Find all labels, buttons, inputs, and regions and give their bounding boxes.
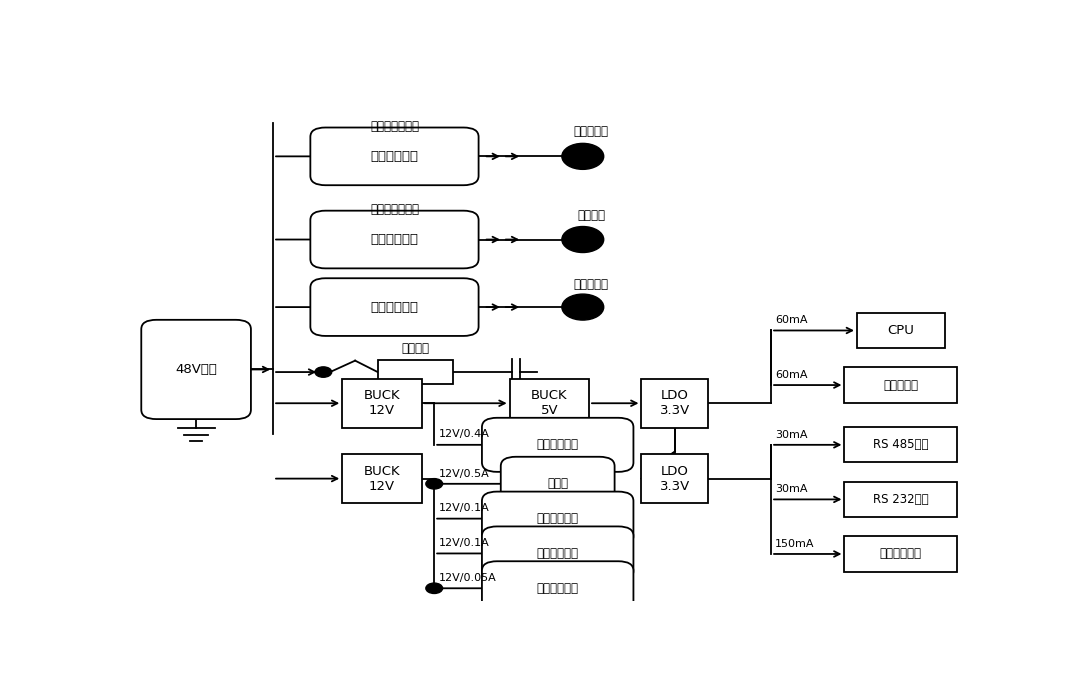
Text: 以太网接口: 以太网接口 bbox=[883, 379, 918, 391]
Text: 12V/0.1A: 12V/0.1A bbox=[438, 504, 489, 514]
Text: BUCK
12V: BUCK 12V bbox=[364, 389, 401, 417]
Circle shape bbox=[562, 227, 604, 252]
Text: RS 232接口: RS 232接口 bbox=[873, 493, 929, 506]
Text: 30mA: 30mA bbox=[775, 484, 808, 494]
Text: LDO
3.3V: LDO 3.3V bbox=[660, 464, 690, 493]
Bar bbox=[342, 454, 421, 504]
FancyBboxPatch shape bbox=[501, 457, 615, 511]
FancyBboxPatch shape bbox=[482, 491, 634, 545]
Text: 60mA: 60mA bbox=[775, 315, 808, 325]
Circle shape bbox=[426, 479, 443, 489]
Text: 泄放电阵: 泄放电阵 bbox=[402, 342, 430, 355]
Circle shape bbox=[315, 367, 332, 377]
Text: 12V/0.1A: 12V/0.1A bbox=[438, 538, 489, 548]
FancyBboxPatch shape bbox=[310, 211, 478, 269]
Text: 融冰装置检测: 融冰装置检测 bbox=[537, 547, 579, 560]
Text: BUCK
12V: BUCK 12V bbox=[364, 464, 401, 493]
Text: 纵向加密装置: 纵向加密装置 bbox=[537, 438, 579, 452]
FancyBboxPatch shape bbox=[310, 278, 478, 336]
Text: RS 485接口: RS 485接口 bbox=[873, 438, 929, 452]
Text: 接地开关检测: 接地开关检测 bbox=[537, 512, 579, 525]
FancyBboxPatch shape bbox=[482, 561, 634, 616]
Text: 融冰装置正反转: 融冰装置正反转 bbox=[370, 203, 419, 216]
Text: 48V电池: 48V电池 bbox=[175, 363, 217, 376]
Text: 接地开关正反转: 接地开关正反转 bbox=[370, 119, 419, 133]
Text: 12V/0.4A: 12V/0.4A bbox=[438, 429, 489, 439]
Text: 闭锁电动机: 闭锁电动机 bbox=[573, 278, 609, 291]
Circle shape bbox=[426, 583, 443, 593]
FancyBboxPatch shape bbox=[141, 320, 251, 419]
Text: 气象数据采集: 气象数据采集 bbox=[537, 582, 579, 595]
Text: 电动机驱动器: 电动机驱动器 bbox=[370, 150, 418, 163]
Text: 12V/0.05A: 12V/0.05A bbox=[438, 573, 496, 583]
Text: BUCK
5V: BUCK 5V bbox=[531, 389, 568, 417]
Text: 12V/0.5A: 12V/0.5A bbox=[438, 468, 489, 479]
Circle shape bbox=[562, 294, 604, 320]
Text: 电动机驱动器: 电动机驱动器 bbox=[370, 233, 418, 246]
Text: 电动机驱动器: 电动机驱动器 bbox=[370, 300, 418, 314]
Bar bbox=[845, 427, 957, 462]
Text: 摄像头: 摄像头 bbox=[548, 477, 568, 490]
Bar bbox=[856, 313, 945, 348]
Circle shape bbox=[562, 143, 604, 169]
Bar bbox=[378, 360, 454, 384]
Bar bbox=[845, 482, 957, 517]
Bar bbox=[845, 367, 957, 403]
Text: LDO
3.3V: LDO 3.3V bbox=[660, 389, 690, 417]
Bar bbox=[510, 379, 589, 428]
Bar bbox=[642, 454, 708, 504]
Text: CPU: CPU bbox=[888, 324, 915, 337]
Bar bbox=[845, 537, 957, 572]
FancyBboxPatch shape bbox=[482, 418, 634, 472]
Text: 150mA: 150mA bbox=[775, 539, 814, 549]
Text: 合闸电动机: 合闸电动机 bbox=[573, 125, 609, 138]
FancyBboxPatch shape bbox=[482, 526, 634, 580]
Text: 30mA: 30mA bbox=[775, 429, 808, 439]
Text: 主电动机: 主电动机 bbox=[577, 209, 605, 222]
Bar bbox=[642, 379, 708, 428]
Bar bbox=[342, 379, 421, 428]
Text: 无线传输终端: 无线传输终端 bbox=[880, 547, 922, 560]
FancyBboxPatch shape bbox=[310, 128, 478, 185]
Text: 60mA: 60mA bbox=[775, 370, 808, 380]
